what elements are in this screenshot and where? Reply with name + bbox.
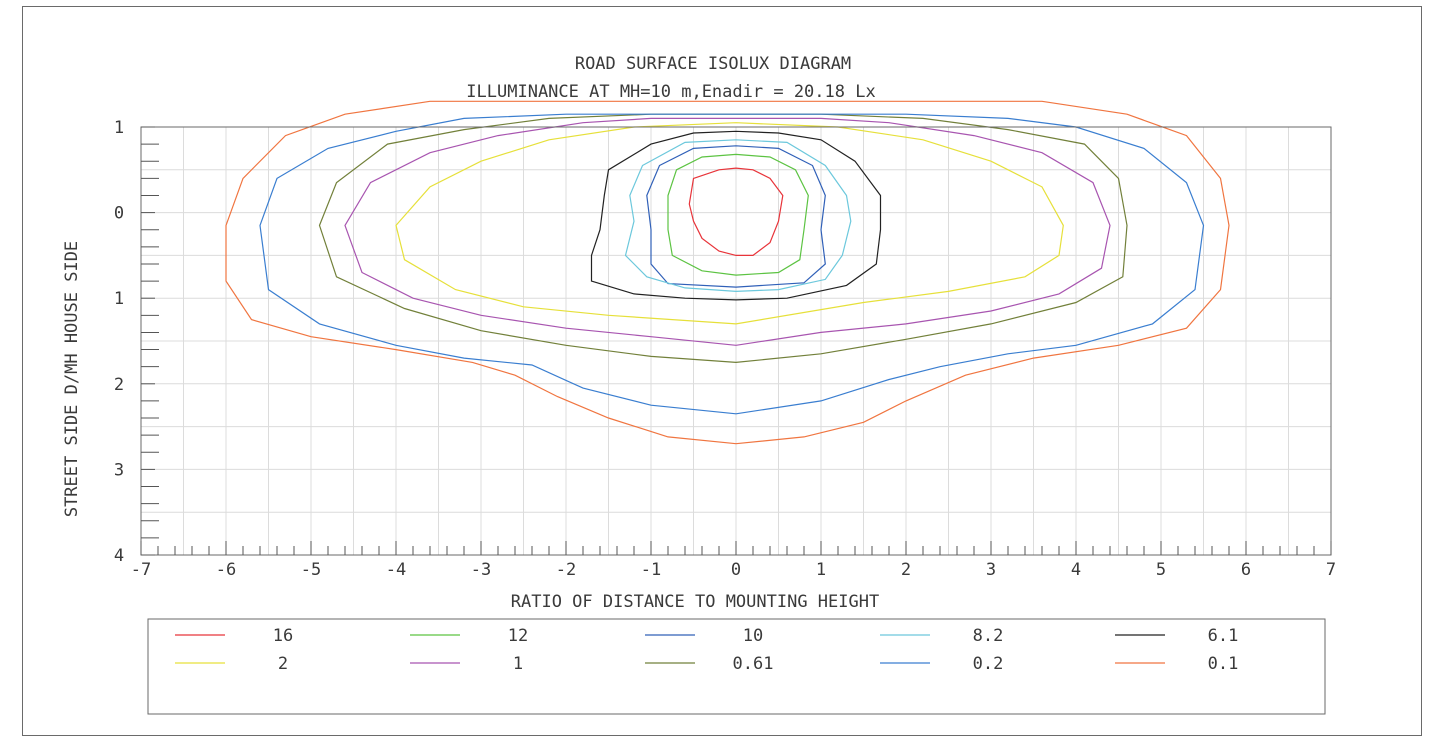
x-tick-label: 2 xyxy=(901,560,911,580)
axis-layer: -7 -6 -5 -4 -3 -2 -1 0 1 2 3 4 5 6 7 1 0 1 2 3 4 xyxy=(114,118,1336,580)
contour-line-0-61 xyxy=(318,113,1128,364)
x-tick-label: 1 xyxy=(816,560,826,580)
contour-line-1 xyxy=(344,117,1111,346)
x-tick-label: -4 xyxy=(386,560,406,580)
y-axis-label: STREET SIDE D/MH HOUSE SIDE xyxy=(62,241,82,517)
x-tick-label: -3 xyxy=(471,560,491,580)
y-tick-label: 2 xyxy=(114,375,124,395)
x-axis-label: RATIO OF DISTANCE TO MOUNTING HEIGHT xyxy=(511,592,879,612)
x-tick-label: -2 xyxy=(556,560,576,580)
x-tick-label: 4 xyxy=(1071,560,1081,580)
contour-line-8-2 xyxy=(624,139,852,293)
chart-frame: -7 -6 -5 -4 -3 -2 -1 0 1 2 3 4 5 6 7 1 0 1 2 3 4 ROAD SURFAC… xyxy=(22,6,1422,736)
contour-line-12 xyxy=(667,153,809,276)
y-tick-label: 3 xyxy=(114,460,124,480)
y-tick-label: 1 xyxy=(114,118,124,138)
x-tick-label: 5 xyxy=(1156,560,1166,580)
x-tick-label: 3 xyxy=(986,560,996,580)
legend-label-0-2: 0.2 xyxy=(973,654,1004,674)
y-tick-label: 0 xyxy=(114,204,124,224)
chart-title: ROAD SURFACE ISOLUX DIAGRAM xyxy=(575,54,851,74)
y-tick-label: 1 xyxy=(114,289,124,309)
x-tick-label: -5 xyxy=(301,560,321,580)
contour-line-16 xyxy=(688,167,784,256)
legend-label-10: 10 xyxy=(743,626,763,646)
series-layer xyxy=(225,100,1230,445)
legend-label-0-61: 0.61 xyxy=(733,654,774,674)
contour-line-10 xyxy=(646,145,826,288)
y-tick-label: 4 xyxy=(114,546,124,566)
x-tick-label: 0 xyxy=(731,560,741,580)
x-tick-label: 7 xyxy=(1326,560,1336,580)
x-tick-label: -6 xyxy=(216,560,236,580)
contour-line-6-1 xyxy=(590,130,882,301)
contour-line-0-2 xyxy=(259,113,1205,415)
legend-label-12: 12 xyxy=(508,626,528,646)
x-tick-label: -7 xyxy=(131,560,151,580)
legend-label-0-1: 0.1 xyxy=(1208,654,1239,674)
legend-label-6-1: 6.1 xyxy=(1208,626,1239,646)
contour-line-0-1 xyxy=(225,100,1230,445)
contour-line-2 xyxy=(395,122,1064,325)
legend: 16 12 10 8.2 6.1 2 1 0.61 0.2 0.1 xyxy=(147,618,1326,715)
grid-layer xyxy=(140,126,1332,556)
x-tick-label: -1 xyxy=(641,560,661,580)
legend-label-16: 16 xyxy=(273,626,293,646)
legend-label-8-2: 8.2 xyxy=(973,626,1004,646)
chart-subtitle: ILLUMINANCE AT MH=10 m,Enadir = 20.18 Lx xyxy=(466,82,875,102)
legend-label-2: 2 xyxy=(278,654,288,674)
x-tick-label: 6 xyxy=(1241,560,1251,580)
legend-label-1: 1 xyxy=(513,654,523,674)
